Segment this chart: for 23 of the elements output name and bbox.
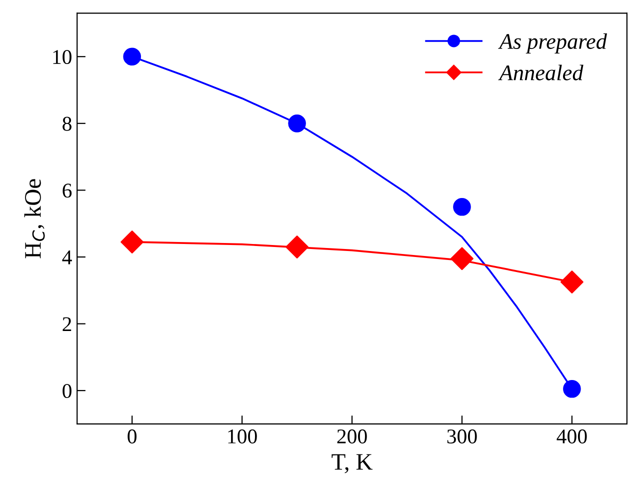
y-tick-label: 6 <box>62 184 72 198</box>
x-tick-label: 0 <box>128 429 136 444</box>
point <box>120 230 144 254</box>
point <box>450 247 474 270</box>
y-tick-label: 4 <box>62 250 72 264</box>
y-tick-label: 2 <box>62 317 72 332</box>
legend-label: Annealed <box>498 64 584 80</box>
point <box>286 236 308 258</box>
x-tick-label: 100 <box>228 429 257 444</box>
legend-label: As prepared <box>498 33 607 54</box>
y-tick-label: 0 <box>62 384 72 398</box>
x-axis-title: T, K <box>332 454 373 474</box>
point <box>123 48 141 66</box>
y-tick-label: 10 <box>53 50 72 64</box>
point <box>563 380 581 398</box>
y-tick-label: 8 <box>62 116 72 131</box>
x-tick-label: 300 <box>447 429 477 444</box>
point <box>453 198 471 216</box>
y-axis-title: H$_{C}$, kOe <box>24 179 45 258</box>
point <box>560 270 584 294</box>
point <box>288 114 306 132</box>
x-tick-label: 200 <box>337 429 367 444</box>
x-tick-label: 400 <box>556 429 587 444</box>
